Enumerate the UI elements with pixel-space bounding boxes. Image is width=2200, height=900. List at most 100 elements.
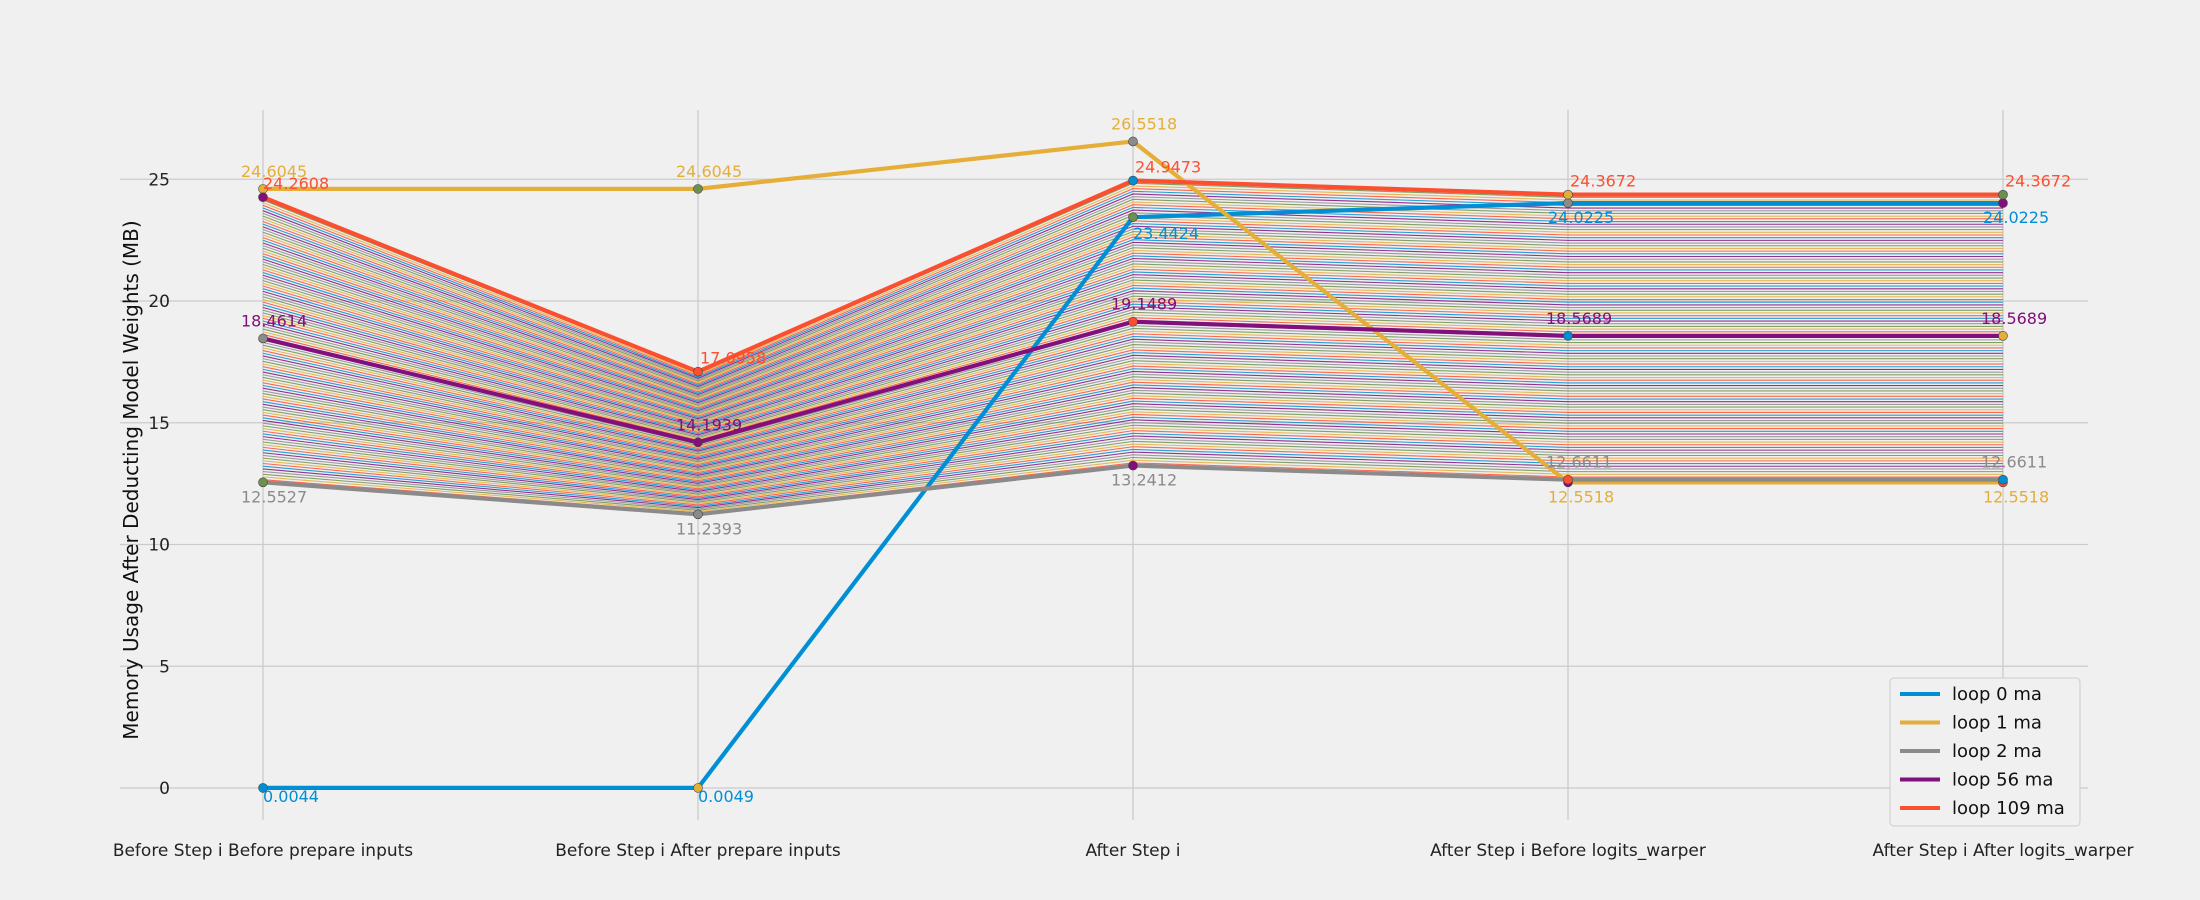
background-series-line (262, 290, 2003, 428)
background-series-line (262, 330, 2003, 448)
legend-label: loop 109 ma (1952, 798, 2065, 819)
data-point (693, 437, 703, 448)
background-series-line (262, 400, 2003, 483)
data-label: 24.6045 (241, 162, 307, 181)
background-series-line (262, 392, 2003, 479)
background-series-line (262, 365, 2003, 466)
background-series-line (262, 346, 2003, 456)
data-label: 12.5518 (1983, 487, 2049, 506)
y-tick-label: 25 (148, 170, 170, 190)
data-point (693, 509, 703, 520)
data-label: 24.2608 (263, 174, 329, 193)
background-series-line (262, 327, 2003, 447)
x-tick-label: Before Step i After prepare inputs (555, 841, 841, 861)
background-series-line (262, 274, 2003, 420)
data-label: 0.0044 (263, 787, 319, 806)
x-tick-label: After Step i Before logits_warper (1430, 841, 1706, 861)
background-series-line (262, 249, 2003, 408)
data-label: 18.5689 (1546, 309, 1612, 328)
background-series-line (262, 443, 2003, 505)
background-series-line (262, 300, 2003, 433)
background-series-line (262, 421, 2003, 494)
background-series-line (262, 416, 2003, 491)
background-series-line (262, 403, 2003, 484)
background-series-line (262, 378, 2003, 472)
background-series-line (262, 244, 2003, 405)
background-series-line (262, 333, 2003, 449)
background-series-line (262, 209, 2003, 388)
data-point (1128, 136, 1138, 147)
background-series-line (262, 303, 2003, 435)
data-point (1998, 331, 2008, 341)
background-series-line (262, 282, 2003, 424)
data-point (1128, 212, 1138, 222)
background-series-line (262, 196, 2003, 381)
background-series-line (262, 338, 2003, 452)
legend-label: loop 0 ma (1952, 684, 2042, 705)
background-series-line (262, 263, 2003, 414)
legend-box (1889, 677, 2081, 827)
background-series-line (262, 451, 2003, 509)
background-series-line (262, 206, 2003, 386)
background-series-line (262, 185, 2003, 376)
background-series-line (262, 430, 2003, 498)
background-series-line (262, 271, 2003, 419)
data-label: 26.5518 (1111, 114, 1177, 133)
y-tick-label: 5 (159, 657, 170, 677)
background-series-line (262, 357, 2003, 462)
data-label: 12.6611 (1546, 453, 1612, 472)
data-point (1563, 189, 1573, 200)
data-points (258, 136, 2008, 793)
data-point (1563, 474, 1573, 485)
background-series-line (262, 438, 2003, 502)
background-series-line (262, 395, 2003, 480)
background-series-line (262, 260, 2003, 413)
background-series-line (262, 252, 2003, 409)
background-series-line (262, 268, 2003, 417)
data-label: 11.2393 (676, 519, 742, 538)
background-series-line (262, 397, 2003, 482)
background-series-line (262, 295, 2003, 431)
background-series-line (262, 311, 2003, 439)
x-axis-ticks: Before Step i Before prepare inputs Befor… (113, 841, 2134, 861)
background-series-line (262, 228, 2003, 397)
background-series-line (262, 335, 2003, 451)
data-label: 24.0225 (1983, 208, 2049, 227)
background-series-line (262, 309, 2003, 437)
background-series-line (262, 201, 2003, 384)
data-label: 12.6611 (1981, 453, 2047, 472)
data-point (258, 333, 268, 344)
data-label: 24.0225 (1548, 208, 1614, 227)
data-point (693, 366, 703, 377)
background-series-line (262, 440, 2003, 503)
y-tick-label: 15 (148, 414, 170, 434)
data-point (1563, 198, 1573, 208)
background-series-line (262, 448, 2003, 507)
data-label: 23.4424 (1133, 224, 1199, 243)
background-series-line (262, 424, 2003, 495)
data-label: 24.6045 (676, 162, 742, 181)
legend: loop 0 ma loop 1 ma loop 2 ma loop 56 ma loo… (1889, 677, 2081, 827)
data-point (258, 192, 268, 203)
data-label: 12.5527 (241, 487, 307, 506)
background-series-line (262, 459, 2003, 513)
data-point (693, 783, 703, 793)
background-series-line (262, 405, 2003, 486)
background-series-line (262, 298, 2003, 432)
x-tick-label: Before Step i Before prepare inputs (113, 841, 413, 861)
background-series-line (262, 370, 2003, 468)
data-label: 12.5518 (1548, 487, 1614, 506)
data-point (1998, 189, 2008, 200)
data-point (1128, 460, 1138, 471)
background-series-line (262, 387, 2003, 476)
background-series-line (262, 435, 2003, 501)
data-label: 14.1939 (676, 415, 742, 434)
y-axis-label: Memory Usage After Deducting Model Weigh… (119, 220, 143, 739)
x-tick-label: After Step i After logits_warper (1873, 841, 2134, 861)
y-tick-label: 10 (148, 536, 170, 556)
data-label: 24.9473 (1135, 158, 1201, 177)
background-series-line (262, 198, 2003, 382)
background-series-line (262, 427, 2003, 497)
data-point (1128, 175, 1138, 186)
background-series-line (262, 284, 2003, 425)
